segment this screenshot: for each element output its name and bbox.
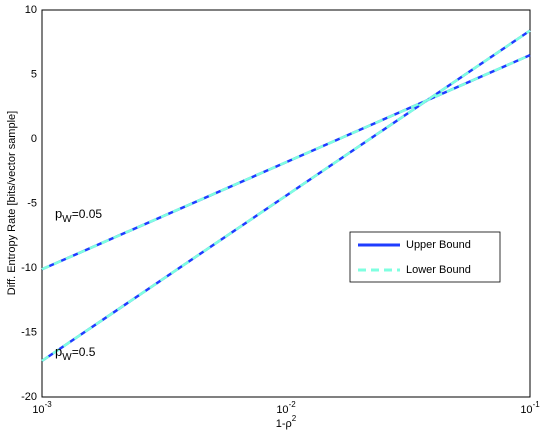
x-axis-label: 1-ρ2 [276, 414, 297, 430]
annotation-text: =0.05 [72, 207, 103, 221]
y-tick-label: -15 [21, 326, 37, 338]
annotation-base: p [55, 206, 62, 221]
plot-frame [41, 9, 531, 398]
annotation-sub: W [62, 352, 72, 363]
x-tick-base: 10 [276, 404, 288, 416]
annotation-base: p [55, 344, 62, 359]
y-axis-label: Diff. Entropy Rate [bits/vector sample] [6, 111, 18, 295]
x-label-text: 1-ρ [276, 418, 292, 430]
annotation: pW=0.5 [55, 344, 96, 362]
x-tick-label: 10-1 [520, 400, 540, 416]
y-tick-label: 10 [25, 4, 37, 16]
x-tick-base: 10 [520, 404, 532, 416]
data-line [41, 54, 531, 271]
x-tick-exponent: -2 [289, 400, 297, 409]
x-tick-label: 10-3 [32, 400, 52, 416]
annotation-text: =0.5 [72, 345, 96, 359]
y-tick-label: -10 [21, 262, 37, 274]
data-line [41, 29, 531, 362]
y-tick-label: 5 [31, 68, 37, 80]
y-tick-label: -20 [21, 391, 37, 403]
y-tick-label: 0 [31, 133, 37, 145]
x-tick-base: 10 [32, 404, 44, 416]
y-tick-label: -5 [27, 197, 37, 209]
legend-label: Lower Bound [406, 264, 471, 276]
x-tick-exponent: -1 [533, 400, 541, 409]
x-label-sup: 2 [292, 414, 297, 423]
annotation-sub: W [62, 214, 72, 225]
legend-box [349, 231, 501, 283]
annotation: pW=0.05 [55, 206, 102, 224]
x-tick-exponent: -3 [45, 400, 53, 409]
x-tick-label: 10-2 [276, 400, 296, 416]
legend-label: Upper Bound [406, 239, 471, 251]
